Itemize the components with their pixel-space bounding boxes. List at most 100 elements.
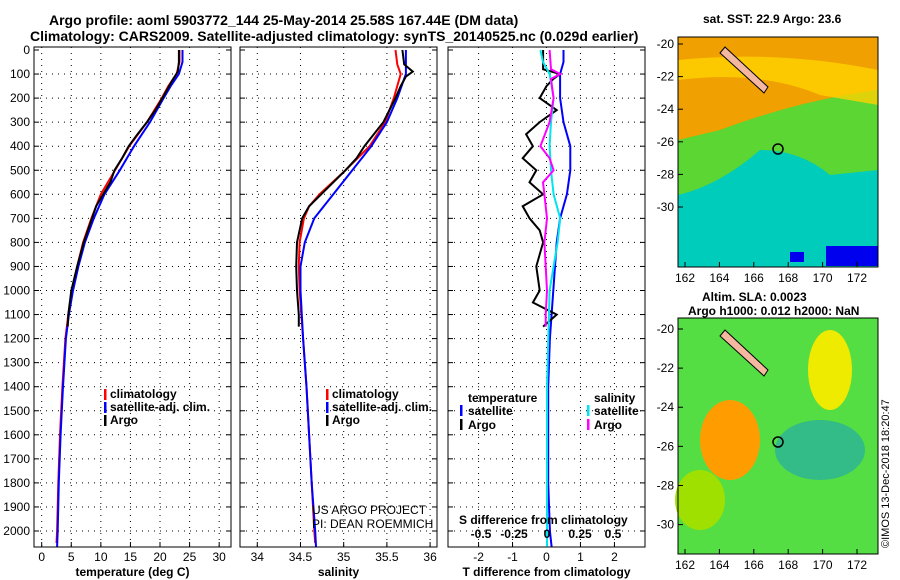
x-tick-label: 35 [337, 550, 351, 564]
legend-swatch [104, 402, 107, 413]
legend-swatch [587, 419, 590, 430]
y-tick-label: 1400 [3, 380, 30, 394]
y-tick-label: 0 [23, 43, 30, 57]
panel-1: 0 5 10 15 20 25 30 temperature (deg C) 0 100 200 30… [3, 43, 232, 579]
map-lat-label: -26 [657, 439, 675, 453]
y-tick-label: 800 [10, 235, 30, 249]
x-tick-label: 0 [38, 550, 45, 564]
legend-label: climatology [332, 387, 399, 401]
x-tick-label: 10 [94, 550, 108, 564]
legend-swatch [104, 415, 107, 426]
x-tick-label: -1 [507, 550, 518, 564]
legend-label: climatology [110, 387, 177, 401]
legend-swatch [326, 415, 329, 426]
map-lat-label: -30 [657, 518, 675, 532]
sla-map-subtitle: Argo h1000: 0.012 h2000: NaN [688, 304, 860, 318]
x-tick-label: 36 [423, 550, 437, 564]
x-axis-label: salinity [318, 565, 360, 579]
legend-swatch [326, 389, 329, 400]
legend-label: satellite [594, 404, 639, 418]
legend-temperature-title: temperature [468, 391, 538, 405]
map-lon-label: 168 [778, 271, 798, 285]
argo-location-marker [772, 436, 784, 448]
map-lon-label: 162 [675, 271, 695, 285]
y-tick-label: 200 [10, 91, 30, 105]
panel-3: -2 -1 0 1 2T difference from climatology temp… [447, 46, 646, 579]
title-line2: Climatology: CARS2009. Satellite-adjuste… [30, 28, 639, 44]
y-tick-label: 700 [10, 211, 30, 225]
new-caledonia-landmass [719, 329, 769, 377]
y-tick-label: 1600 [3, 428, 30, 442]
map-lat-label: -20 [657, 322, 675, 336]
y-tick-label: 2000 [3, 524, 30, 538]
x-tick-label: 25 [183, 550, 197, 564]
map-lon-label: 164 [709, 271, 729, 285]
map-lat-label: -22 [657, 70, 675, 84]
x-axis-label: temperature (deg C) [75, 565, 189, 579]
map-lon-label: 168 [778, 558, 798, 572]
plot-frame [239, 46, 438, 548]
map-lon-label: 164 [709, 558, 729, 572]
x-axis-label: T difference from climatology [462, 565, 630, 579]
panel-2: 34 34.5 35 35.5 36 salinity climatologysatelli… [239, 46, 438, 579]
legend-label: Argo [110, 413, 138, 427]
title-line1: Argo profile: aoml 5903772_144 25-May-20… [49, 12, 519, 28]
x2-tick-label: 0.5 [605, 527, 622, 541]
x-tick-label: 34 [251, 550, 265, 564]
legend-salinity-title: salinity [594, 391, 636, 405]
plot-frame [33, 46, 232, 548]
series-t-argo [521, 50, 563, 328]
map-lon-label: 170 [813, 558, 833, 572]
x-tick-label: 34.5 [289, 550, 313, 564]
map-lat-label: -26 [657, 135, 675, 149]
series-argo [295, 49, 415, 327]
y-tick-label: 1500 [3, 404, 30, 418]
map-lon-label: 170 [813, 271, 833, 285]
x-tick-label: 35.5 [375, 550, 399, 564]
y-tick-label: 500 [10, 163, 30, 177]
series-s-argo [539, 49, 563, 327]
series-s-satellite [539, 49, 562, 547]
y-tick-label: 1100 [4, 308, 30, 322]
y-tick-label: 1800 [3, 476, 30, 490]
y-tick-label: 100 [10, 67, 30, 81]
map-frame [677, 317, 879, 555]
x-tick-label: -2 [473, 550, 484, 564]
map-frame [677, 36, 879, 268]
x-tick-label: 1 [577, 550, 584, 564]
x2-tick-label: -0.25 [500, 527, 528, 541]
series-argo [66, 50, 180, 327]
argo-location-marker [772, 143, 784, 155]
series-climatology [55, 50, 181, 544]
legend-swatch [326, 402, 329, 413]
legend-swatch [587, 405, 590, 416]
legend-label: Argo [332, 413, 360, 427]
map-lon-label: 172 [847, 558, 867, 572]
legend-label: satellite-adj. clim. [332, 400, 432, 414]
legend-label: satellite-adj. clim. [110, 400, 210, 414]
map-lat-label: -24 [657, 102, 675, 116]
legend-label: Argo [468, 418, 496, 432]
map-lon-label: 172 [847, 271, 867, 285]
x2-tick-label: 0.25 [568, 527, 592, 541]
sst-map: -20 -22 -24 -26 -28 -30 162 164 166 168 170 172 [657, 36, 879, 285]
map-lat-label: -28 [657, 478, 675, 492]
x-tick-label: 5 [68, 550, 75, 564]
y-tick-label: 1000 [3, 284, 30, 298]
map-lat-label: -20 [657, 37, 675, 51]
map-lon-label: 166 [744, 271, 764, 285]
x-tick-label: 30 [212, 550, 226, 564]
legend-swatch [460, 419, 463, 430]
map-lat-label: -22 [657, 361, 675, 375]
y-tick-label: 1200 [3, 332, 30, 346]
x-tick-label: 15 [124, 550, 138, 564]
x-tick-label: 2 [611, 550, 618, 564]
map-lat-label: -30 [657, 200, 675, 214]
y-tick-label: 900 [10, 259, 30, 273]
map-lat-label: -24 [657, 400, 675, 414]
legend-swatch [104, 389, 107, 400]
project-annotation: US ARGO PROJECT [312, 503, 427, 517]
y-tick-label: 600 [10, 187, 30, 201]
